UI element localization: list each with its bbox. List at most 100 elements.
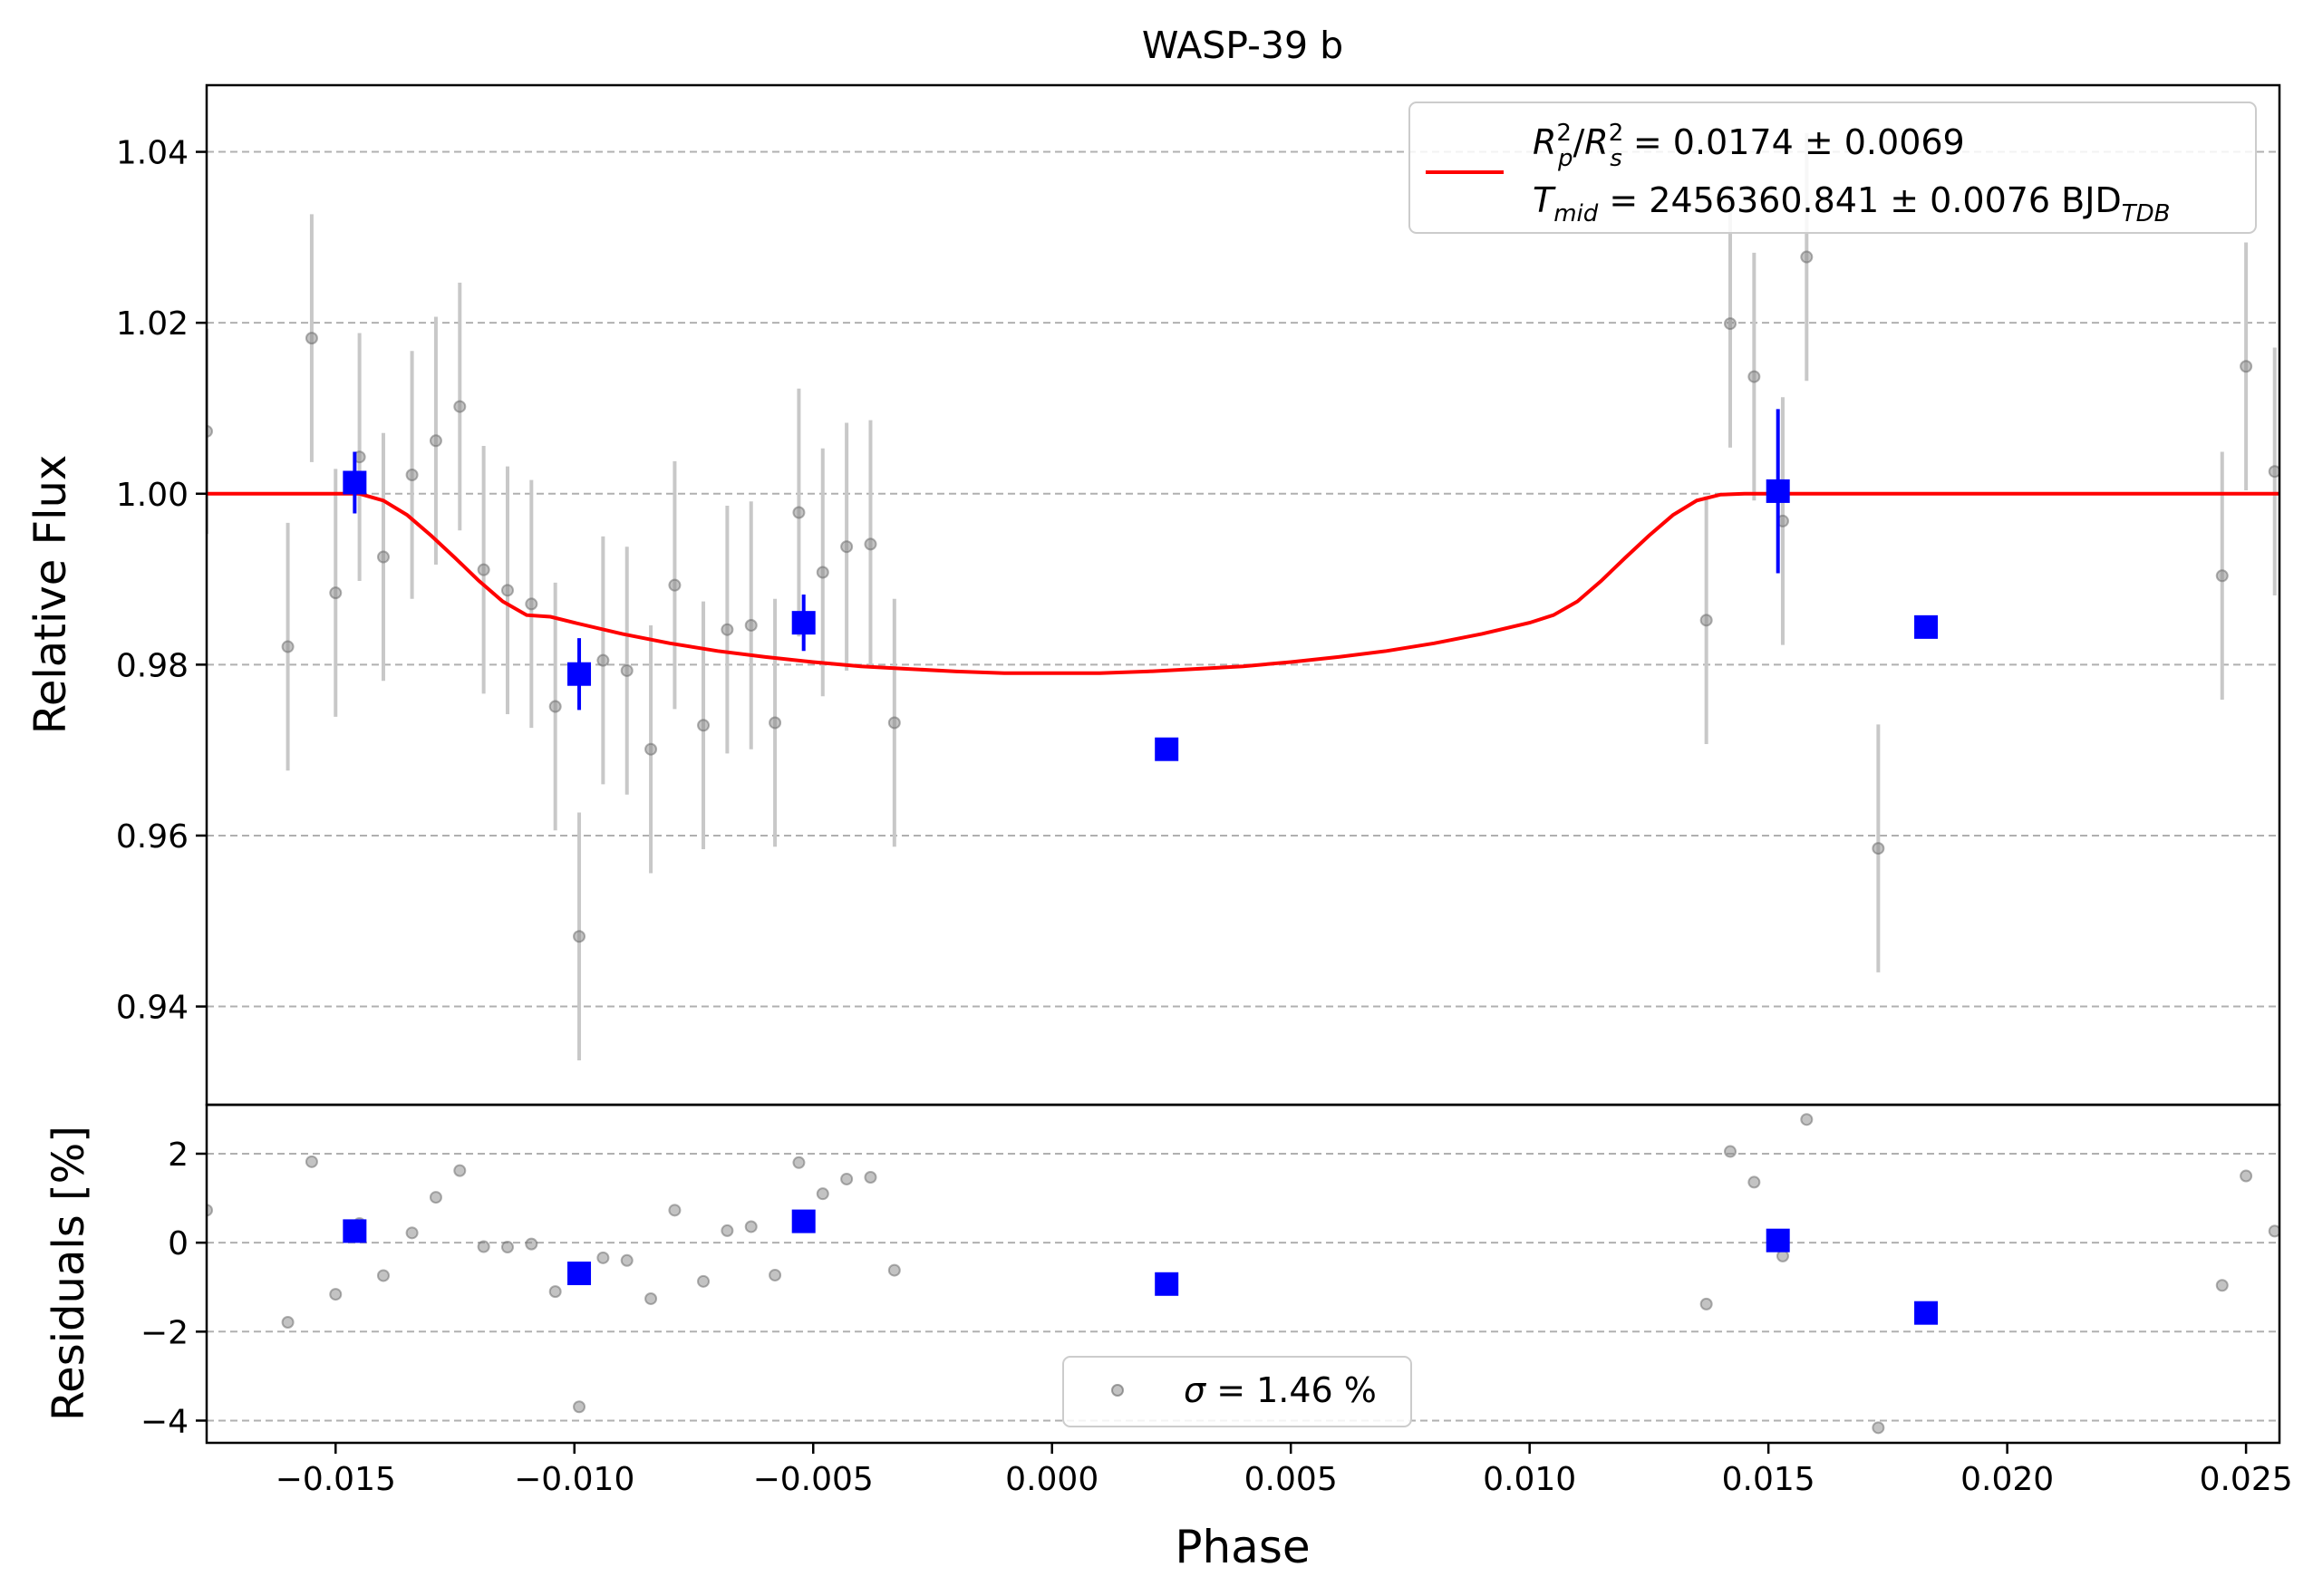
residual-point [864,1170,877,1184]
data-point [697,719,711,732]
residual-point [1723,1145,1737,1158]
residual-point [644,1291,658,1305]
binned-point [343,470,367,495]
residuals-panel: −4 −2 0 2 −0.015 −0.010 −0.005 0.000 0.005 0.010… [44,1103,2293,1573]
residual-point [840,1172,854,1185]
bottom-y-tick-label: 2 [168,1137,189,1174]
data-point [840,540,854,554]
top-legend: R2 p/R2 s = 0.0174 ± 0.0069 Tmid = 2456360… [1408,102,2257,234]
top-y-tick-label: 1.02 [116,305,189,343]
residual-point [453,1164,467,1177]
residual-point [1800,1113,1814,1127]
top-y-tick-label: 1.00 [116,477,189,514]
data-point [744,618,758,632]
residual-point [500,1241,514,1254]
binned-point [1914,614,1939,639]
top-y-tick-label: 0.96 [116,818,189,856]
x-tick-label: −0.010 [514,1461,634,1498]
x-tick-label: 0.015 [1722,1461,1815,1498]
residual-point [2215,1279,2229,1292]
x-tick-label: 0.020 [1960,1461,2054,1498]
x-tick-label: 0.000 [1005,1461,1098,1498]
legend-sigma-value: = 1.46 % [1216,1370,1377,1410]
top-points [207,250,2279,943]
residual-point [620,1253,634,1267]
data-point [453,400,467,413]
x-tick-label: −0.005 [753,1461,874,1498]
x-tick-label: −0.015 [276,1461,396,1498]
bottom-legend: σ = 1.46 % [1062,1356,1412,1427]
data-point [500,584,514,597]
binned-point [567,662,592,686]
legend-rp-value: = 0.0174 ± 0.0069 [1633,122,1965,162]
residual-point [1872,1421,1885,1435]
top-binned-points [343,409,1939,761]
bottom-y-tick-label: −4 [140,1403,189,1440]
data-point [1723,317,1737,331]
legend-tmid-label: Tmid = 2456360.841 ± 0.0076 BJDTDB [1533,180,2170,227]
x-tick-label: 0.010 [1483,1461,1576,1498]
residual-point [596,1251,610,1264]
data-point [816,566,829,579]
residual-point [668,1204,682,1217]
x-tick-label: 0.025 [2200,1461,2293,1498]
residual-point [281,1315,295,1329]
residual-point [305,1155,318,1168]
residual-point [429,1191,442,1204]
top-error-bars [207,132,2277,1060]
data-point [792,506,806,519]
data-point [548,700,562,713]
x-tick-label: 0.005 [1244,1461,1338,1498]
data-point [477,563,490,576]
data-point [376,550,390,564]
data-point [2268,465,2279,479]
data-point [2215,569,2229,583]
data-point [207,424,213,438]
top-y-label: Relative Flux [25,455,76,735]
legend-sigma-label: σ = 1.46 % [1184,1370,1377,1410]
bottom-points [207,1113,2279,1435]
residual-point [721,1224,734,1237]
data-point [1699,614,1713,627]
data-point [644,742,658,756]
residual-point [769,1268,782,1282]
bottom-y-ticks: −4 −2 0 2 [140,1137,207,1440]
residual-point [697,1274,711,1288]
data-point [596,653,610,667]
binned-point [791,611,816,635]
data-point [305,332,318,345]
data-point [769,716,782,730]
transit-panel: 0.94 0.96 0.98 1.00 1.02 1.04 Relative Flux [25,83,2281,1107]
binned-point [1155,737,1179,761]
residual-point [2240,1169,2253,1183]
residual-point [744,1220,758,1233]
bottom-y-tick-label: 0 [168,1225,189,1262]
x-ticks: −0.015 −0.010 −0.005 0.000 0.005 0.010 0.015 0.… [276,1443,2293,1498]
model-line [207,491,2279,675]
binned-residual-point [791,1209,816,1233]
residual-point [525,1237,538,1251]
top-axes-frame [205,83,2281,1107]
bottom-y-tick-label: −2 [140,1314,189,1351]
residual-point [405,1226,419,1240]
top-y-tick-label: 0.98 [116,647,189,684]
residual-point [376,1269,390,1282]
data-point [864,537,877,551]
binned-point [1766,479,1790,503]
data-point [1800,250,1814,264]
binned-residual-point [567,1262,592,1286]
bottom-axes-frame [205,1103,2281,1445]
chart-title: WASP-39 b [1142,24,1343,67]
residual-point [573,1400,586,1414]
bottom-grid [207,1152,2279,1422]
data-point [887,716,901,730]
residual-point [477,1240,490,1253]
top-y-ticks: 0.94 0.96 0.98 1.00 1.02 1.04 [116,135,207,1027]
data-point [1872,842,1885,856]
legend-sigma-marker [1111,1384,1124,1397]
binned-residual-point [1155,1272,1179,1296]
residual-point [792,1156,806,1169]
bottom-binned-points [343,1209,1939,1325]
binned-residual-point [343,1219,367,1243]
